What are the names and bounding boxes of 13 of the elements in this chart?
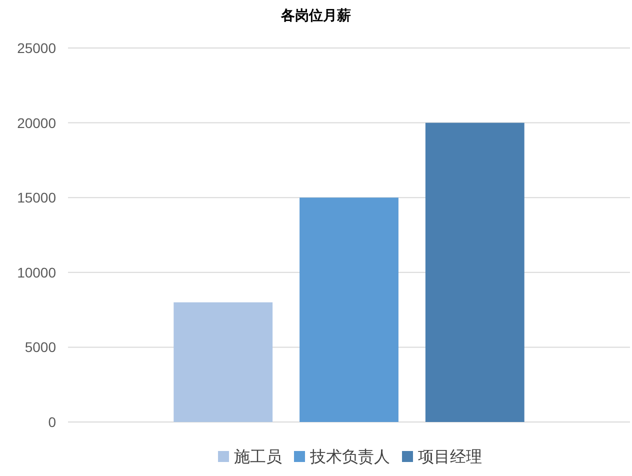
y-tick-label: 20000 <box>17 114 56 131</box>
legend-label: 施工员 <box>234 448 282 466</box>
bar <box>174 302 273 422</box>
bar <box>300 198 398 422</box>
chart-title: 各岗位月薪 <box>280 7 351 23</box>
bar <box>425 122 524 422</box>
y-tick-label: 0 <box>48 414 56 430</box>
legend-label: 项目经理 <box>418 449 482 466</box>
y-tick-label: 15000 <box>17 190 56 206</box>
y-tick-label: 5000 <box>24 339 56 356</box>
y-tick-label: 10000 <box>17 264 56 280</box>
y-tick-label: 25000 <box>17 40 56 56</box>
legend-label: 技术负责人 <box>309 448 390 466</box>
